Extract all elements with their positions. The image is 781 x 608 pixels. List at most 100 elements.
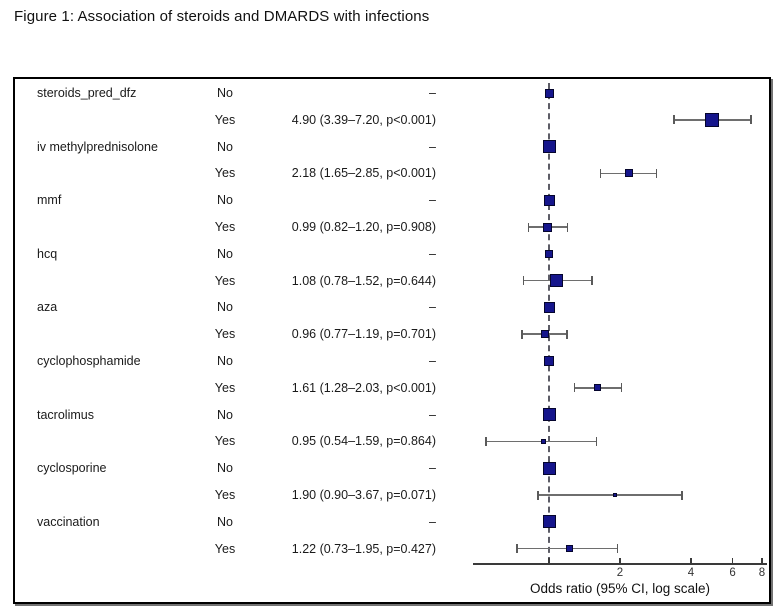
or-marker	[544, 356, 554, 366]
ci-cap-left	[516, 544, 518, 554]
or-marker	[542, 461, 556, 475]
or-marker	[624, 169, 633, 178]
row-variable-label: iv methylprednisolone	[37, 139, 158, 154]
figure-title: Figure 1: Association of steroids and DM…	[14, 8, 430, 25]
or-marker	[543, 194, 555, 206]
row-estimate: 0.95 (0.54–1.59, p=0.864)	[291, 434, 436, 449]
x-axis-tick-label: 6	[729, 567, 736, 579]
ci-cap-right	[566, 222, 569, 232]
row-estimate: –	[429, 193, 436, 208]
row-estimate: –	[429, 246, 436, 261]
x-axis-tick-label: 2	[616, 567, 624, 579]
ci-cap-left	[485, 436, 487, 446]
row-estimate: 1.22 (0.73–1.95, p=0.427)	[291, 541, 436, 556]
row-variable-label: cyclophosphamide	[37, 354, 141, 368]
ci-cap-right	[681, 490, 683, 500]
row-level-label: Yes	[214, 434, 236, 449]
ci-cap-left	[537, 490, 539, 500]
row-level-label: Yes	[214, 112, 236, 127]
row-variable-label: aza	[37, 300, 58, 315]
ci-cap-right	[595, 436, 598, 446]
x-axis-ticks: 2 4 6 8	[15, 79, 769, 602]
reference-line	[548, 83, 550, 563]
x-axis-line	[473, 563, 767, 565]
row-estimate: –	[429, 354, 436, 368]
or-marker	[542, 408, 556, 422]
row-estimate: –	[429, 86, 436, 100]
ci-cap-right	[750, 115, 752, 125]
row-estimate: –	[429, 461, 436, 476]
row-level-label: Yes	[214, 273, 236, 288]
row-estimate: –	[429, 139, 436, 154]
row-variable-label: vaccination	[37, 514, 100, 529]
or-marker	[594, 384, 602, 392]
x-axis-tick	[619, 558, 621, 563]
or-marker	[545, 249, 553, 258]
row-estimate: –	[429, 407, 436, 422]
ci-cap-left	[673, 115, 675, 125]
row-estimate: 0.96 (0.77–1.19, p=0.701)	[291, 327, 436, 342]
row-level-label: Yes	[214, 380, 236, 395]
x-axis-tick	[690, 558, 692, 563]
row-level-label: No	[217, 407, 233, 422]
row-level-label: No	[217, 300, 233, 315]
or-marker	[542, 140, 556, 154]
or-marker	[543, 222, 553, 232]
row-level-label: No	[217, 193, 233, 208]
ci-cap-right	[616, 544, 619, 554]
row-level-label: Yes	[214, 327, 236, 342]
x-axis-tick	[761, 558, 763, 563]
ci-line	[485, 440, 597, 443]
or-marker	[565, 545, 573, 553]
row-level-label: No	[217, 86, 233, 100]
ci-cap-right	[655, 168, 658, 178]
x-axis-tick-label: 4	[687, 567, 695, 579]
x-axis-label: Odds ratio (95% CI, log scale)	[529, 581, 711, 596]
row-level-label: Yes	[214, 220, 236, 234]
ci-cap-right	[591, 276, 593, 286]
or-marker	[540, 330, 549, 339]
x-axis-tick-label: 8	[758, 567, 766, 579]
row-variable-label: steroids_pred_dfz	[37, 86, 137, 100]
or-marker	[550, 274, 564, 288]
row-level-label: No	[217, 354, 233, 368]
or-marker	[612, 493, 617, 497]
row-estimate: 1.61 (1.28–2.03, p<0.001)	[291, 380, 436, 395]
row-estimate: 0.99 (0.82–1.20, p=0.908)	[291, 220, 436, 234]
or-marker	[544, 88, 554, 98]
row-estimate: 2.18 (1.65–2.85, p<0.001)	[291, 166, 436, 181]
plot-layer: steroids_pred_dfz No – Yes 4.90 (3.39–7.20, …	[15, 79, 769, 602]
or-marker	[541, 438, 547, 444]
x-axis-tick	[731, 558, 734, 563]
row-estimate: –	[429, 514, 436, 529]
ci-cap-right	[620, 383, 623, 393]
x-axis-tick	[548, 558, 550, 563]
ci-cap-left	[599, 168, 602, 178]
row-level-label: Yes	[214, 541, 236, 556]
row-estimate: 1.90 (0.90–3.67, p=0.071)	[291, 488, 436, 502]
or-marker	[704, 112, 719, 127]
ci-cap-left	[522, 276, 525, 286]
row-level-label: No	[217, 461, 233, 476]
ci-line	[538, 494, 683, 496]
row-level-label: No	[217, 246, 233, 261]
ci-cap-left	[527, 222, 530, 232]
row-variable-label: hcq	[37, 246, 58, 261]
row-level-label: No	[217, 139, 233, 154]
row-estimate: 4.90 (3.39–7.20, p<0.001)	[291, 112, 436, 127]
ci-cap-right	[566, 329, 568, 339]
row-estimate: –	[429, 300, 436, 315]
row-variable-label: tacrolimus	[37, 407, 94, 422]
row-estimate: 1.08 (0.78–1.52, p=0.644)	[291, 273, 436, 288]
ci-cap-left	[573, 383, 576, 393]
or-marker	[543, 301, 555, 313]
ci-cap-left	[521, 329, 523, 339]
row-level-label: No	[217, 514, 233, 529]
row-level-label: Yes	[214, 488, 236, 502]
row-variable-label: mmf	[37, 193, 62, 208]
forest-plot-figure: steroids_pred_dfz No – Yes 4.90 (3.39–7.20, …	[13, 77, 771, 604]
or-marker	[542, 515, 556, 529]
row-variable-label: cyclosporine	[37, 461, 107, 476]
row-level-label: Yes	[214, 166, 236, 181]
